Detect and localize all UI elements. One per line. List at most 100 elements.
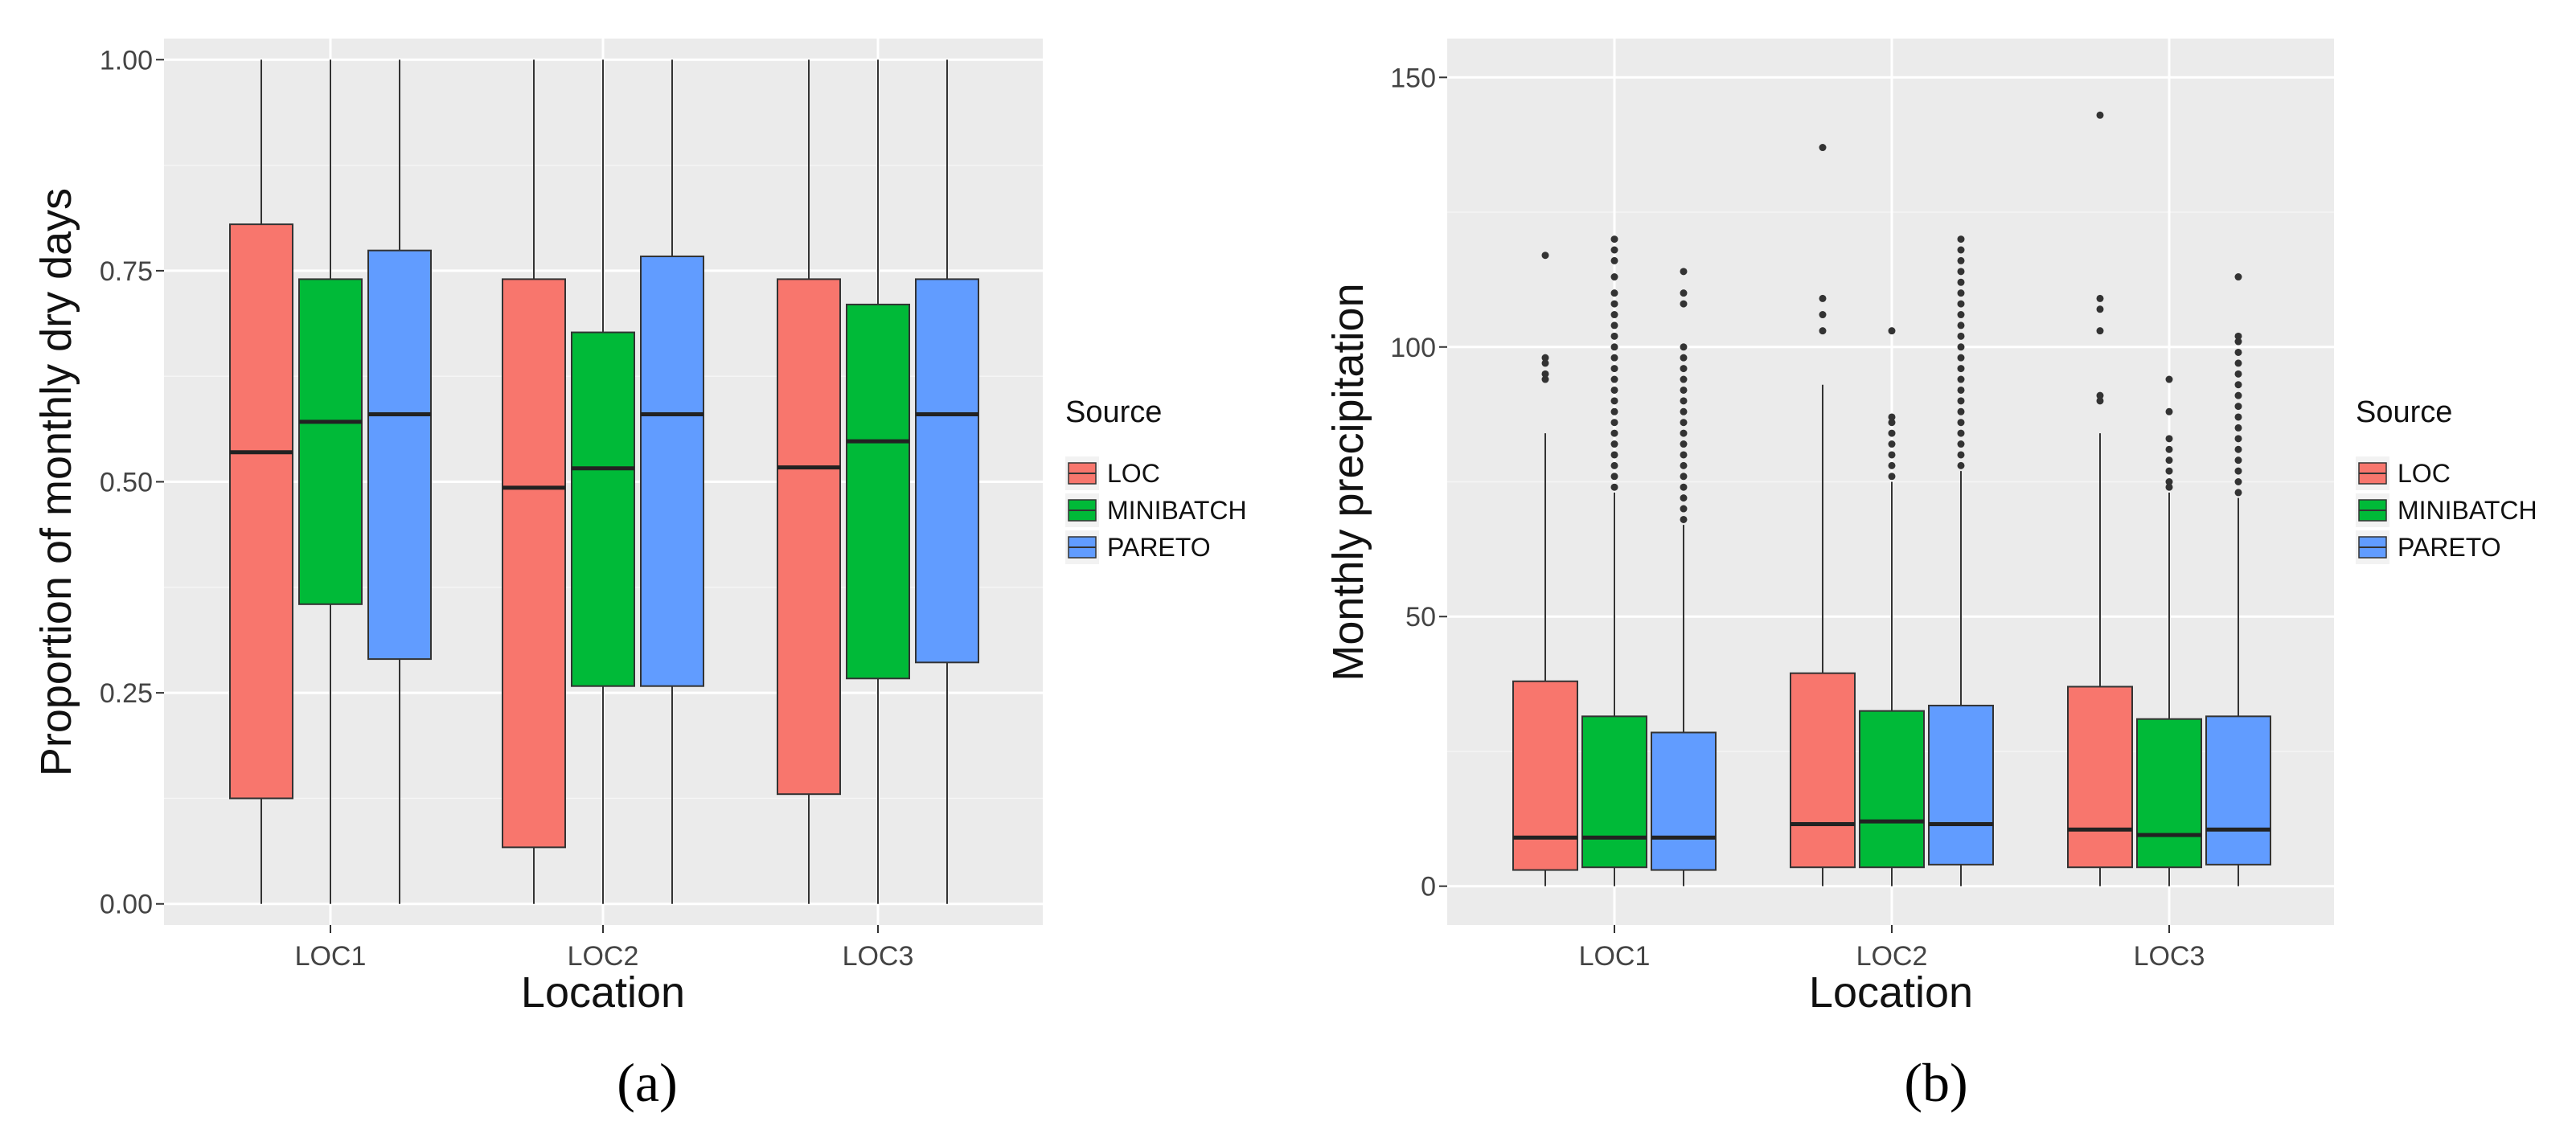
outlier-point xyxy=(1957,419,1965,427)
outlier-point xyxy=(1541,359,1549,367)
outlier-point xyxy=(1680,289,1688,297)
outlier-point xyxy=(1819,294,1827,302)
outlier-point xyxy=(1957,386,1965,394)
box-pareto-loc2 xyxy=(640,59,704,904)
outlier-point xyxy=(1610,354,1618,362)
x-tick-labels-b: LOC1 LOC2 LOC3 xyxy=(1579,925,2205,972)
outlier-point xyxy=(2234,403,2242,411)
outlier-point xyxy=(2234,381,2242,389)
outlier-point xyxy=(2165,483,2173,491)
outlier-point xyxy=(1680,419,1688,427)
box-loc-loc2 xyxy=(502,59,566,904)
legend-item-loc: LOC xyxy=(2356,456,2451,490)
boxes-b xyxy=(1512,111,2271,886)
box-body xyxy=(1581,715,1647,869)
outlier-point xyxy=(2096,391,2104,399)
panel-a: 0.00 0.25 0.50 0.75 1.00 LOC1 LOC2 LOC3 Locati… xyxy=(32,39,1247,1113)
legend-a: Source LOC MINIBATCH PARETO xyxy=(1065,395,1247,564)
box-body xyxy=(777,278,841,796)
outlier-point xyxy=(1680,429,1688,437)
outlier-point xyxy=(2165,467,2173,475)
outlier-point xyxy=(1888,327,1896,335)
box-minibatch-loc2 xyxy=(571,59,635,904)
panel-b: 0 50 100 150 LOC1 LOC2 LOC3 Location Monthly … xyxy=(1324,39,2537,1113)
outlier-point xyxy=(1957,375,1965,383)
legend-item-minibatch: MINIBATCH xyxy=(1065,493,1247,527)
x-axis-title-b: Location xyxy=(1809,968,1973,1017)
outlier-point xyxy=(1541,370,1549,378)
x-axis-title-a: Location xyxy=(521,968,685,1017)
outlier-point xyxy=(1957,451,1965,459)
outlier-point xyxy=(1680,407,1688,415)
outlier-point xyxy=(1888,461,1896,469)
outlier-point xyxy=(1957,289,1965,297)
outlier-point xyxy=(1957,343,1965,351)
legend-title: Source xyxy=(1065,395,1162,429)
outlier-point xyxy=(2234,467,2242,475)
outlier-point xyxy=(1610,419,1618,427)
outlier-point xyxy=(1610,461,1618,469)
outlier-point xyxy=(1610,483,1618,491)
outlier-point xyxy=(1957,461,1965,469)
box-loc-loc1 xyxy=(1512,252,1578,886)
legend-item-pareto: PARETO xyxy=(2356,530,2501,564)
box-body xyxy=(2205,715,2271,866)
boxes-a xyxy=(229,59,979,904)
x-tick-label: LOC2 xyxy=(1856,941,1928,972)
outlier-point xyxy=(2234,456,2242,465)
outlier-point xyxy=(1957,278,1965,286)
outlier-point xyxy=(1957,407,1965,415)
outlier-point xyxy=(1680,440,1688,448)
outlier-point xyxy=(1610,246,1618,254)
box-pareto-loc3 xyxy=(915,59,979,904)
box-body xyxy=(846,303,910,680)
outlier-point xyxy=(1610,273,1618,281)
legend-b: Source LOC MINIBATCH PARETO xyxy=(2356,395,2537,564)
outlier-point xyxy=(1680,300,1688,308)
y-tick-label: 0.75 xyxy=(100,256,153,287)
outlier-point xyxy=(2165,445,2173,453)
outlier-point xyxy=(1680,397,1688,405)
box-minibatch-loc2 xyxy=(1859,327,1925,886)
y-tick-label: 0.50 xyxy=(100,468,153,498)
box-minibatch-loc1 xyxy=(1581,235,1647,886)
box-body xyxy=(367,249,432,661)
outlier-point xyxy=(1819,311,1827,319)
outlier-point xyxy=(1610,289,1618,297)
y-axis-title-a: Proportion of monthly dry days xyxy=(32,188,80,776)
box-pareto-loc1 xyxy=(1651,268,1717,886)
y-tick-labels-a: 0.00 0.25 0.50 0.75 1.00 xyxy=(100,45,164,920)
y-axis-title-b: Monthly precipitation xyxy=(1324,283,1372,681)
outlier-point xyxy=(2234,370,2242,378)
outlier-point xyxy=(1680,461,1688,469)
outlier-point xyxy=(1957,321,1965,329)
outlier-point xyxy=(1957,246,1965,254)
box-body xyxy=(1790,672,1856,869)
outlier-point xyxy=(1819,144,1827,152)
x-tick-labels-a: LOC1 LOC2 LOC3 xyxy=(295,925,913,972)
outlier-point xyxy=(1680,515,1688,523)
legend-label: MINIBATCH xyxy=(1107,496,1247,525)
box-pareto-loc1 xyxy=(367,59,432,904)
outlier-point xyxy=(1680,365,1688,373)
outlier-point xyxy=(1680,494,1688,502)
outlier-point xyxy=(1680,343,1688,351)
outlier-point xyxy=(1610,429,1618,437)
box-body xyxy=(502,278,566,849)
outlier-point xyxy=(1957,429,1965,437)
outlier-point xyxy=(1680,268,1688,276)
x-tick-label: LOC3 xyxy=(2134,941,2205,972)
legend-item-pareto: PARETO xyxy=(1065,530,1211,564)
outlier-point xyxy=(2234,359,2242,367)
box-pareto-loc3 xyxy=(2205,273,2271,886)
y-tick-label: 0.00 xyxy=(100,890,153,920)
y-tick-labels-b: 0 50 100 150 xyxy=(1390,63,1447,902)
outlier-point xyxy=(2165,456,2173,465)
outlier-point xyxy=(2165,435,2173,443)
outlier-point xyxy=(2165,407,2173,415)
outlier-point xyxy=(2234,273,2242,281)
outlier-point xyxy=(1888,451,1896,459)
outlier-point xyxy=(1610,332,1618,340)
outlier-point xyxy=(1541,354,1549,362)
y-tick-label: 0 xyxy=(1421,872,1436,902)
